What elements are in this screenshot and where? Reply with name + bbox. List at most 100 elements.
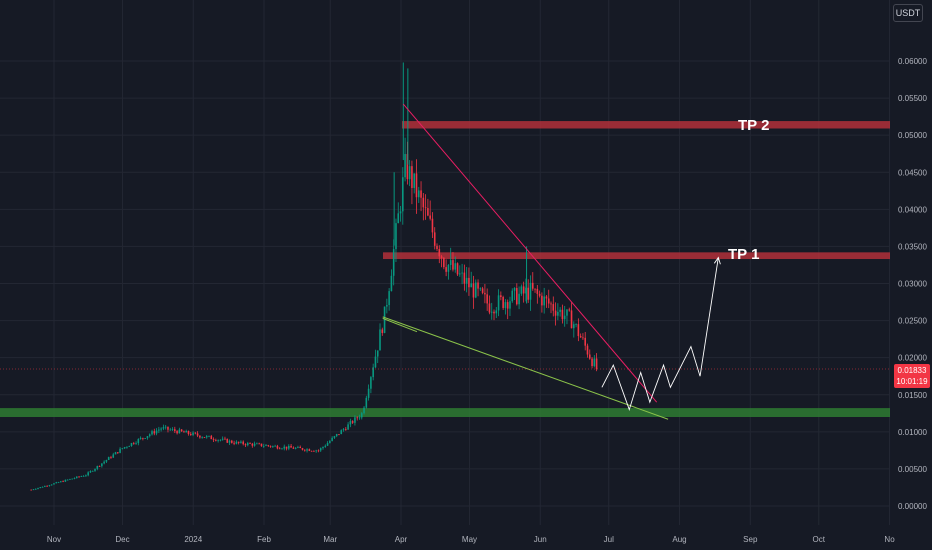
candle-body	[160, 428, 162, 430]
candle-body	[381, 329, 384, 333]
candle-body	[210, 435, 213, 440]
candle-body	[329, 440, 331, 444]
candle-body	[114, 452, 117, 455]
x-tick-label: Jun	[534, 535, 547, 544]
candle-body	[208, 435, 210, 437]
candle-body	[367, 388, 370, 398]
candle-body	[427, 208, 429, 216]
candle-body	[64, 479, 67, 482]
candle-body	[240, 441, 242, 443]
candle-body	[570, 310, 573, 329]
y-tick-label: 0.02500	[898, 317, 927, 326]
candle-body	[44, 485, 46, 487]
candle-body	[235, 441, 238, 444]
candle-body	[472, 283, 475, 298]
candle-body	[436, 245, 438, 250]
candle-body	[101, 463, 103, 467]
tp2-label: TP 2	[738, 117, 770, 134]
candle-body	[559, 309, 561, 312]
candle-body	[103, 461, 105, 464]
y-tick-label: 0.06000	[898, 57, 927, 66]
candle-body	[53, 483, 55, 485]
candle-body	[174, 429, 176, 432]
candle-body	[395, 223, 397, 250]
candle-body	[331, 437, 333, 441]
candle-body	[497, 295, 500, 311]
candle-body	[588, 354, 591, 359]
candle-body	[322, 446, 324, 449]
candle-body	[201, 437, 203, 439]
candle-body	[402, 177, 404, 212]
candle-body	[244, 444, 247, 446]
candle-body	[281, 448, 283, 450]
candle-body	[251, 443, 254, 446]
y-tick-label: 0.03000	[898, 280, 927, 289]
bar-countdown: 10:01:19	[896, 377, 928, 386]
candle-body	[347, 424, 349, 430]
candle-body	[390, 275, 393, 292]
candle-body	[372, 367, 374, 378]
candle-body	[486, 294, 488, 304]
candle-body	[406, 154, 409, 180]
candle-body	[164, 426, 167, 428]
candle-body	[57, 482, 60, 484]
candle-body	[39, 487, 42, 488]
candle-body	[411, 166, 413, 188]
candle-body	[151, 431, 153, 435]
candle-body	[431, 218, 434, 233]
candle-body	[575, 324, 577, 325]
candle-body	[110, 457, 112, 458]
x-tick-label: Nov	[47, 535, 61, 544]
candle-body	[490, 311, 493, 313]
candle-body	[408, 166, 411, 180]
x-tick-label: Oct	[813, 535, 826, 544]
candle-body	[306, 449, 308, 451]
candle-body	[313, 450, 315, 452]
candle-body	[470, 283, 473, 288]
candle-body	[504, 302, 507, 308]
candle-body	[148, 434, 151, 437]
candle-body	[563, 315, 566, 320]
x-tick-label: No	[884, 535, 895, 544]
candle-body	[278, 448, 281, 450]
time-axis[interactable]: Nov Dec 2024 Feb Mar Apr May Jun Jul Aug Sep Oct No	[47, 535, 895, 544]
candle-body	[399, 211, 402, 214]
candle-body	[221, 438, 224, 440]
candle-body	[363, 407, 365, 414]
candle-body	[561, 309, 564, 320]
candle-body	[335, 433, 338, 437]
y-tick-label: 0.03500	[898, 242, 927, 251]
y-tick-label: 0.02000	[898, 354, 927, 363]
candle-body	[34, 488, 37, 490]
candle-body	[392, 249, 395, 276]
candle-body	[447, 264, 450, 272]
candle-body	[534, 288, 536, 290]
x-tick-label: Apr	[395, 535, 408, 544]
candle-body	[484, 292, 486, 295]
trendline-upper	[402, 103, 658, 403]
candle-body	[78, 476, 80, 478]
candle-body	[137, 439, 140, 444]
candle-body	[199, 435, 201, 438]
grid	[0, 0, 891, 525]
candle-body	[586, 345, 589, 355]
candle-body	[203, 437, 206, 439]
currency-button[interactable]: USDT	[893, 4, 923, 22]
candle-body	[98, 466, 101, 467]
candle-body	[162, 427, 165, 429]
candle-body	[128, 446, 131, 447]
candle-body	[388, 291, 390, 306]
candle-body	[557, 311, 559, 316]
candle-body	[94, 468, 96, 471]
candle-body	[509, 301, 511, 309]
candle-body	[360, 413, 363, 418]
price-axis[interactable]: 0.06000 0.05500 0.05000 0.04500 0.04000 0.035…	[898, 57, 927, 511]
candle-body	[107, 457, 110, 460]
candle-body	[522, 286, 525, 294]
candle-body	[538, 293, 541, 296]
trendline-lower	[382, 316, 669, 420]
candle-body	[577, 324, 580, 337]
x-tick-label: May	[462, 535, 477, 544]
candle-body	[493, 311, 495, 314]
